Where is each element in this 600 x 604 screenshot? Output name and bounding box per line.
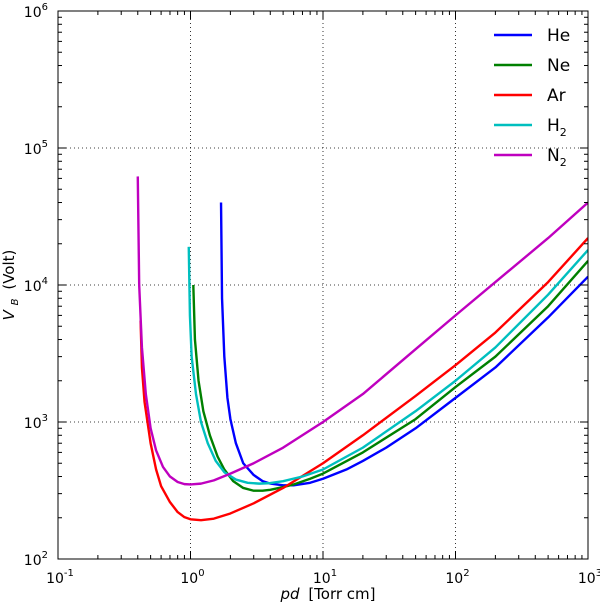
y-tick-label: 105 bbox=[24, 139, 48, 158]
legend-label-n2: N2 bbox=[547, 146, 567, 169]
legend-label-he: He bbox=[547, 26, 570, 46]
y-tick-label: 106 bbox=[24, 2, 48, 21]
series-line-n2 bbox=[136, 176, 588, 486]
legend-label-ar: Ar bbox=[547, 86, 566, 106]
x-tick-label: 102 bbox=[445, 568, 469, 587]
series-line-ar bbox=[139, 237, 588, 522]
y-axis-label-subscript: B bbox=[10, 298, 21, 305]
x-axis-label: pd [Torr cm] bbox=[279, 585, 375, 603]
x-tick-label: 10-1 bbox=[46, 568, 74, 587]
y-axis-label-unit: (Volt) bbox=[0, 250, 18, 290]
y-tick-label: 102 bbox=[24, 550, 48, 569]
axis-ticks bbox=[57, 11, 588, 560]
x-axis-label-unit: [Torr cm] bbox=[308, 585, 375, 603]
x-tick-label: 101 bbox=[313, 568, 337, 587]
x-tick-label: 100 bbox=[180, 568, 204, 587]
y-tick-label: 103 bbox=[24, 413, 48, 432]
legend: He Ne Ar H2 N2 bbox=[494, 26, 570, 169]
y-axis-label-symbol: V bbox=[0, 308, 18, 320]
series-line-ne bbox=[192, 260, 588, 492]
x-tick-label: 103 bbox=[578, 568, 600, 587]
series-lines bbox=[136, 176, 588, 522]
axis-labels: 10-1 100 101 102 103 102 103 104 105 106 bbox=[24, 2, 600, 587]
y-axis-label: V B (Volt) bbox=[0, 250, 22, 321]
series-line-h2 bbox=[187, 246, 588, 485]
legend-label-h2: H2 bbox=[547, 116, 567, 139]
y-tick-label: 104 bbox=[24, 276, 48, 295]
legend-label-ne: Ne bbox=[547, 56, 570, 76]
x-axis-label-symbol: pd bbox=[279, 585, 300, 603]
